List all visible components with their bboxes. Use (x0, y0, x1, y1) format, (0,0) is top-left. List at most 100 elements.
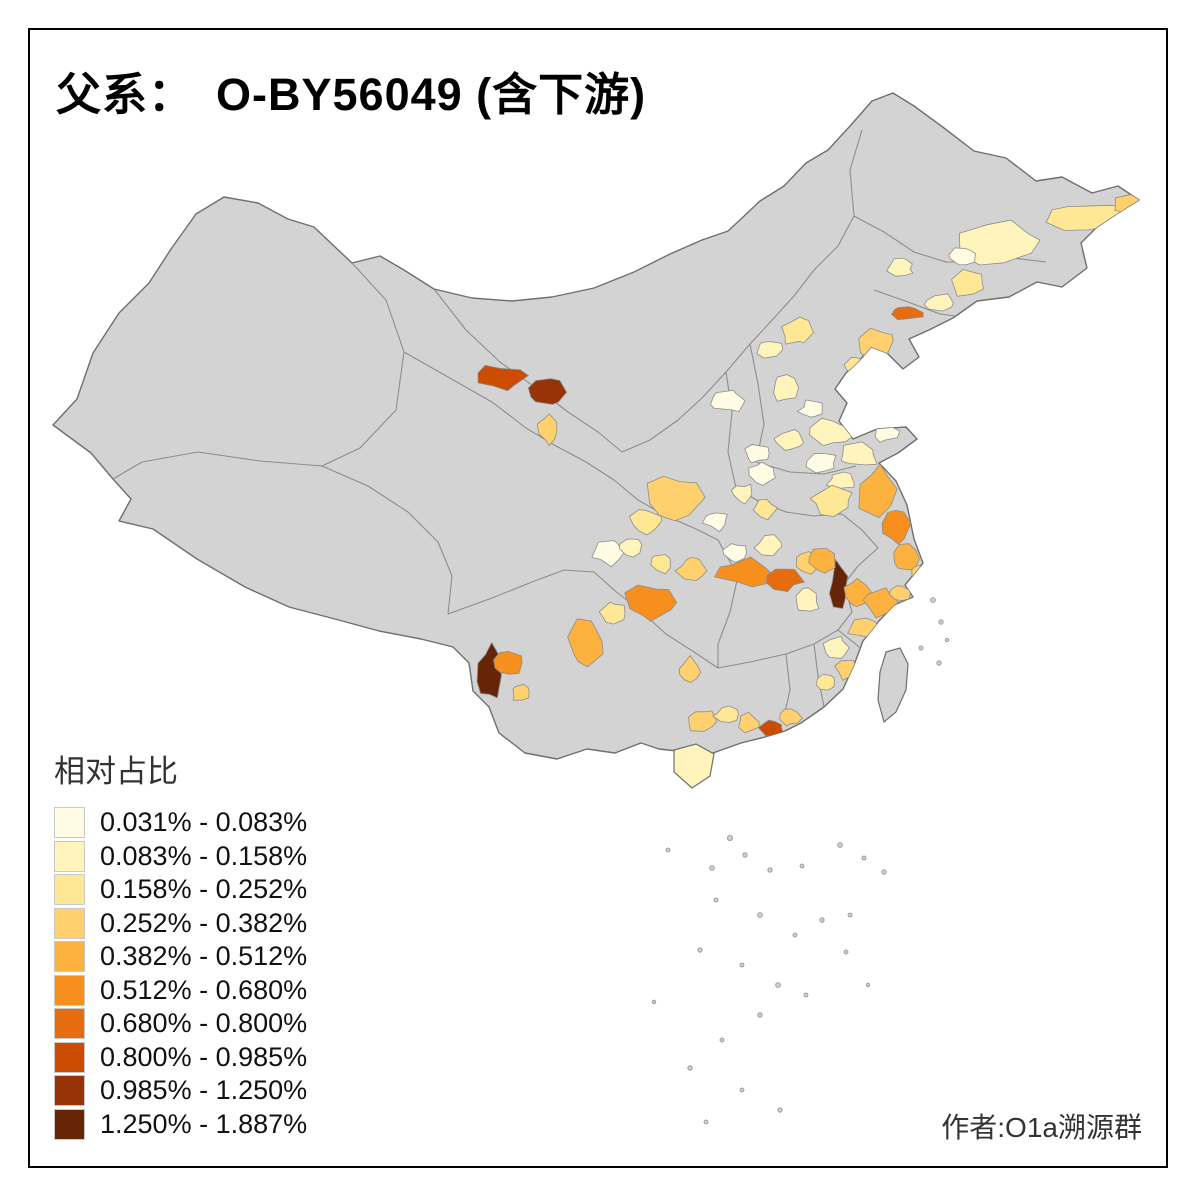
legend-swatch (54, 1041, 85, 1073)
legend-swatch (54, 907, 85, 939)
legend-rows: 0.031% - 0.083% 0.083% - 0.158% 0.158% - 0… (54, 807, 307, 1140)
legend-title: 相对占比 (54, 754, 178, 789)
map-region (710, 389, 746, 413)
legend-row: 0.512% - 0.680% (54, 974, 308, 1007)
legend-swatch (54, 1075, 85, 1107)
legend-label: 0.800% - 0.985% (100, 1041, 308, 1072)
hainan-island (673, 743, 715, 789)
map-region (628, 509, 663, 536)
map-region (893, 543, 920, 571)
legend-swatch (54, 1108, 85, 1140)
map-region (886, 257, 914, 277)
map-region (536, 413, 558, 447)
map-region (591, 540, 625, 568)
map-region (773, 429, 805, 451)
legend-swatch (54, 874, 85, 906)
legend-row: 0.985% - 1.250% (54, 1075, 307, 1107)
map-region (840, 441, 878, 466)
legend-swatch (54, 840, 85, 872)
map-region (822, 635, 850, 659)
map-region (828, 558, 849, 609)
map-region (678, 654, 702, 683)
map-region (779, 708, 803, 727)
map-region (744, 444, 770, 464)
legend-row: 0.382% - 0.512% (54, 941, 307, 973)
map-region (713, 556, 777, 588)
map-region (781, 316, 814, 345)
map-region (567, 618, 604, 668)
legend: 相对占比 0.031% - 0.083% 0.083% - 0.158% 0.158… (54, 746, 307, 1142)
map-region (951, 268, 985, 297)
map-region (701, 512, 728, 533)
legend-label: 0.512% - 0.680% (100, 974, 308, 1005)
map-region (891, 306, 924, 321)
map-region (748, 461, 777, 486)
map-region (646, 475, 706, 522)
legend-label: 0.158% - 0.252% (100, 874, 308, 905)
map-region (796, 399, 823, 418)
map-region (527, 378, 568, 405)
map-region (815, 674, 835, 691)
legend-row: 0.800% - 0.985% (54, 1041, 308, 1074)
map-region (809, 417, 855, 447)
map-region (795, 587, 820, 612)
map-region (766, 568, 805, 593)
map-region (773, 374, 799, 402)
map-region (512, 683, 530, 701)
map-region (948, 247, 976, 266)
map-region (618, 538, 643, 558)
taiwan-island (877, 647, 909, 724)
map-region (888, 585, 911, 602)
map-region (712, 705, 739, 723)
map-region (858, 463, 898, 519)
map-region (805, 453, 837, 474)
legend-label: 0.680% - 0.800% (100, 1008, 308, 1039)
map-region (881, 509, 912, 545)
map-region (738, 711, 760, 734)
map-region (756, 341, 784, 359)
map-region (809, 484, 853, 518)
map-region (919, 335, 941, 355)
legend-swatch (54, 807, 85, 839)
legend-label: 0.382% - 0.512% (100, 941, 308, 972)
map-region (1114, 194, 1139, 214)
legend-label: 0.252% - 0.382% (100, 907, 308, 938)
legend-row: 0.083% - 0.158% (54, 840, 308, 873)
map-region (598, 601, 626, 625)
map-region (923, 293, 954, 312)
province-borders (112, 129, 1047, 717)
legend-label: 0.083% - 0.158% (100, 840, 308, 871)
map-title-prefix: 父系： (56, 70, 195, 120)
legend-label: 0.985% - 1.250% (100, 1075, 308, 1106)
map-region (958, 219, 1041, 266)
legend-row: 0.252% - 0.382% (54, 907, 308, 940)
legend-label: 0.031% - 0.083% (100, 807, 308, 838)
map-region (493, 650, 523, 675)
legend-row: 0.680% - 0.800% (54, 1008, 307, 1040)
legend-swatch (54, 941, 85, 973)
map-region (477, 364, 530, 392)
map-region (624, 584, 678, 622)
south-china-sea-islands (651, 597, 950, 1125)
map-region (753, 534, 783, 557)
legend-swatch (54, 1008, 85, 1040)
map-region (808, 547, 836, 574)
map-region (674, 556, 708, 582)
map-region (476, 641, 502, 699)
legend-swatch (54, 974, 85, 1006)
legend-label: 1.250% - 1.887% (100, 1108, 308, 1139)
map-region (730, 483, 753, 505)
legend-row: 0.031% - 0.083% (54, 807, 307, 839)
map-title-main: O-BY56049 (含下游) (216, 69, 647, 120)
map-title: 父系： O-BY56049 (含下游) (56, 58, 646, 123)
attribution: 作者:O1a溯源群 (941, 1112, 1142, 1143)
map-region (825, 471, 855, 490)
map-region (650, 554, 671, 575)
map-region (688, 710, 718, 732)
map-region (752, 499, 779, 521)
legend-row: 1.250% - 1.887% (54, 1108, 308, 1141)
map-region (874, 628, 897, 645)
legend-row: 0.158% - 0.252% (54, 874, 307, 906)
